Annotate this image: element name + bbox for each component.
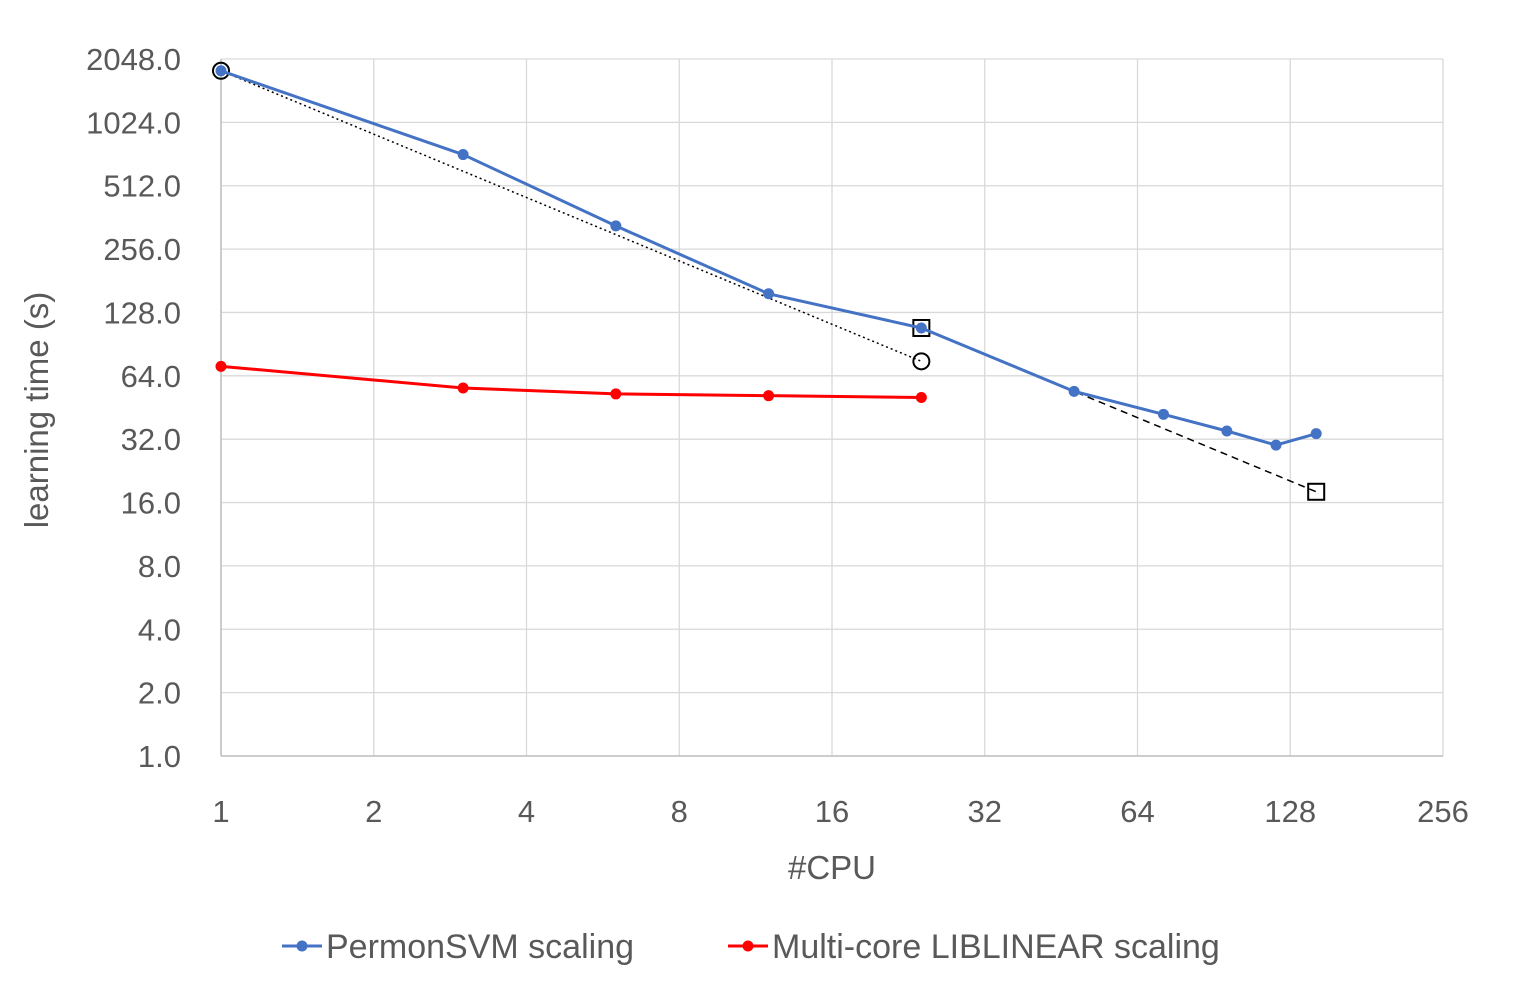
x-tick-label: 1 bbox=[212, 794, 229, 829]
y-tick-label: 64.0 bbox=[121, 359, 181, 394]
x-tick-label: 256 bbox=[1417, 794, 1469, 829]
x-tick-label: 16 bbox=[815, 794, 849, 829]
series-0-point bbox=[1068, 385, 1080, 397]
x-tick-label: 8 bbox=[671, 794, 688, 829]
series-line-1 bbox=[220, 364, 922, 399]
series-1-point bbox=[763, 390, 775, 402]
reference-circle-marker bbox=[912, 352, 931, 371]
y-tick-label: 16.0 bbox=[121, 486, 181, 521]
x-axis-ticks: 1 2 4 8 16 32 64 128 256 bbox=[212, 794, 1468, 829]
series-0-point bbox=[1157, 408, 1169, 420]
y-tick-label: 128.0 bbox=[103, 295, 181, 330]
y-tick-label: 256.0 bbox=[103, 232, 181, 267]
series-0-point bbox=[763, 288, 775, 300]
x-tick-label: 128 bbox=[1264, 794, 1316, 829]
series-group bbox=[215, 65, 1322, 451]
y-tick-label: 1024.0 bbox=[86, 105, 181, 140]
y-tick-label: 4.0 bbox=[138, 612, 181, 647]
series-1-point bbox=[915, 391, 927, 403]
series-1-point bbox=[457, 382, 469, 394]
y-tick-label: 2048.0 bbox=[86, 42, 181, 77]
x-tick-label: 4 bbox=[518, 794, 535, 829]
series-0-point bbox=[215, 65, 227, 77]
series-0-point bbox=[1270, 439, 1282, 451]
legend-label: Multi-core LIBLINEAR scaling bbox=[772, 928, 1220, 966]
y-tick-label: 2.0 bbox=[138, 676, 181, 711]
series-0-point bbox=[1221, 425, 1233, 437]
legend-swatch-dot bbox=[296, 940, 308, 952]
x-tick-label: 2 bbox=[365, 794, 382, 829]
reference-line-dotted bbox=[220, 70, 922, 363]
series-1-point bbox=[215, 360, 227, 372]
legend: PermonSVM scaling Multi-core LIBLINEAR sc… bbox=[282, 928, 1220, 966]
reference-circle-marker bbox=[212, 61, 230, 80]
y-tick-label: 1.0 bbox=[138, 739, 181, 774]
reference-square-marker bbox=[1307, 482, 1326, 501]
series-0-point bbox=[457, 149, 469, 161]
legend-label: PermonSVM scaling bbox=[326, 928, 634, 966]
y-axis-ticks: 1.0 2.0 4.0 8.0 16.0 32.0 64.0 128.0 256.0 512.0 1… bbox=[86, 42, 181, 774]
series-line-0 bbox=[220, 69, 1317, 447]
series-1-point bbox=[610, 388, 622, 400]
grid bbox=[220, 58, 1444, 757]
series-0-point bbox=[915, 322, 927, 334]
x-tick-label: 64 bbox=[1120, 794, 1154, 829]
x-tick-label: 32 bbox=[968, 794, 1002, 829]
reference-lines bbox=[212, 61, 1326, 501]
y-axis-title: learning time (s) bbox=[18, 292, 55, 529]
series-0-point bbox=[610, 220, 622, 232]
x-axis-title: #CPU bbox=[788, 849, 876, 886]
series-0-point bbox=[1310, 428, 1322, 440]
legend-swatch-dot bbox=[742, 940, 754, 952]
y-tick-label: 512.0 bbox=[103, 169, 181, 204]
reference-square-marker bbox=[912, 318, 931, 337]
y-tick-label: 32.0 bbox=[121, 422, 181, 457]
y-tick-label: 8.0 bbox=[138, 549, 181, 584]
